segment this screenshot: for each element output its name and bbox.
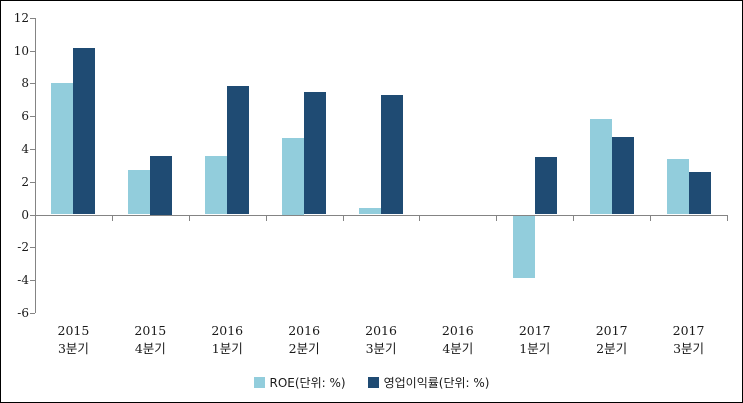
x-category-year: 2016	[211, 323, 244, 338]
roe-bar-2016-1분기	[205, 156, 228, 215]
y-tick-label: 0	[21, 207, 29, 222]
y-axis-tick	[30, 280, 35, 281]
operating-margin-bar-2016-2분기	[304, 91, 327, 215]
x-category-year: 2016	[288, 323, 321, 338]
roe-bar-2017-3분기	[666, 158, 689, 215]
operating-margin-bar-2015-3분기	[73, 48, 96, 215]
x-category-label: 2015 4분기	[112, 322, 189, 358]
operating-margin-bar-2016-1분기	[227, 85, 250, 215]
x-category-label: 2016 2분기	[266, 322, 343, 358]
x-axis-tick	[343, 216, 344, 221]
x-category-year: 2016	[365, 323, 397, 338]
x-category-label: 2016 3분기	[343, 322, 420, 358]
x-category-label: 2016 1분기	[189, 322, 266, 358]
roe-bar-2015-3분기	[51, 83, 74, 215]
operating-margin-bar-2016-3분기	[381, 94, 403, 215]
x-axis-tick	[727, 216, 728, 221]
y-axis-tick	[30, 83, 35, 84]
operating-margin-bar-2017-2분기	[611, 136, 634, 215]
operating-margin-legend-label: 영업이익률(단위: %)	[383, 376, 490, 390]
x-category-quarter: 3분기	[673, 341, 705, 356]
y-axis-line	[35, 17, 36, 313]
y-tick-label: 6	[21, 109, 29, 124]
y-tick-label: 10	[13, 43, 29, 58]
operating-margin-bar-2015-4분기	[150, 155, 173, 215]
x-axis-tick	[112, 216, 113, 221]
y-axis-tick	[30, 182, 35, 183]
x-category-label: 2017 1분기	[496, 322, 573, 358]
x-category-year: 2017	[595, 323, 628, 338]
legend: ROE(단위: %) 영업이익률(단위: %)	[1, 374, 742, 391]
roe-bar-2015-4분기	[128, 170, 151, 215]
x-axis-tick	[419, 216, 420, 221]
y-tick-label: -4	[17, 273, 29, 288]
x-category-quarter: 4분기	[442, 341, 474, 356]
roe-legend-swatch	[253, 377, 265, 388]
y-tick-label: 2	[21, 174, 29, 189]
y-axis-tick	[30, 116, 35, 117]
x-axis-tick	[573, 216, 574, 221]
y-axis-tick	[30, 247, 35, 248]
x-axis-tick	[189, 216, 190, 221]
y-tick-label: 8	[21, 76, 29, 91]
roe-bar-2016-3분기	[359, 207, 381, 215]
x-axis-tick	[35, 216, 36, 221]
x-category-label: 2015 3분기	[35, 322, 112, 358]
operating-margin-bar-2017-1분기	[534, 157, 557, 215]
x-axis-tick	[266, 216, 267, 221]
x-category-quarter: 4분기	[134, 341, 166, 356]
x-category-quarter: 2분기	[288, 341, 320, 356]
y-axis-tick	[30, 18, 35, 19]
roe-legend-label: ROE(단위: %)	[269, 376, 346, 390]
legend-item-roe: ROE(단위: %)	[253, 374, 346, 391]
y-tick-label: 12	[13, 10, 29, 25]
x-category-quarter: 2분기	[596, 341, 628, 356]
operating-margin-legend-swatch	[367, 377, 379, 388]
legend-item-operating-margin: 영업이익률(단위: %)	[367, 374, 490, 391]
x-axis-tick	[496, 216, 497, 221]
x-axis-line	[35, 215, 728, 216]
roe-bar-2017-2분기	[589, 118, 612, 215]
roe-bar-2017-1분기	[512, 215, 535, 278]
x-category-label: 2017 3분기	[650, 322, 727, 358]
operating-margin-bar-2017-3분기	[688, 171, 711, 215]
y-tick-label: -2	[17, 240, 29, 255]
x-category-year: 2016	[441, 323, 474, 338]
y-tick-label: -6	[17, 305, 29, 320]
x-category-quarter: 3분기	[365, 341, 397, 356]
y-axis-tick	[30, 51, 35, 52]
y-tick-label: 4	[21, 141, 29, 156]
x-category-year: 2017	[518, 323, 551, 338]
x-category-year: 2015	[134, 323, 167, 338]
x-category-label: 2016 4분기	[419, 322, 496, 358]
x-category-label: 2017 2분기	[573, 322, 650, 358]
y-axis-tick	[30, 313, 35, 314]
roe-bar-2016-2분기	[282, 137, 305, 215]
x-category-year: 2017	[672, 323, 705, 338]
x-axis-tick	[650, 216, 651, 221]
x-category-quarter: 1분기	[519, 341, 551, 356]
y-axis-tick	[30, 149, 35, 150]
x-category-quarter: 3분기	[57, 341, 89, 356]
y-axis-tick	[30, 215, 35, 216]
x-category-quarter: 1분기	[211, 341, 243, 356]
x-category-year: 2015	[57, 323, 90, 338]
